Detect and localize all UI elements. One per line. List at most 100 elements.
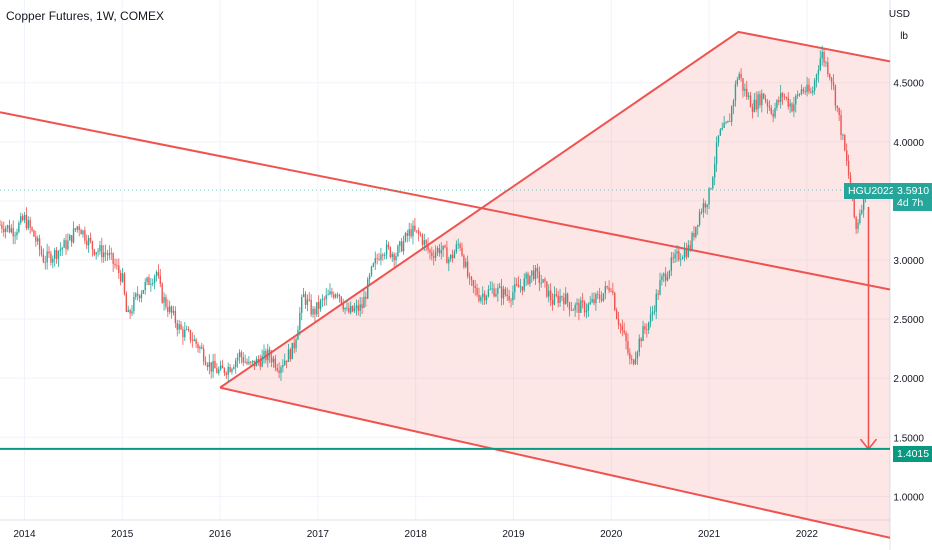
candle-body xyxy=(89,237,92,242)
candle-body xyxy=(589,302,591,305)
candle xyxy=(664,267,667,287)
candle xyxy=(617,311,620,330)
candle xyxy=(555,288,557,298)
candle-body xyxy=(597,294,599,295)
candle xyxy=(152,278,154,287)
candle-body xyxy=(615,310,618,320)
candle-body xyxy=(119,272,122,282)
candle-body xyxy=(482,293,484,297)
candle xyxy=(350,301,352,315)
candle xyxy=(242,352,244,366)
candle xyxy=(250,360,252,367)
candle-body xyxy=(544,279,546,282)
candle-body xyxy=(727,121,729,123)
candle xyxy=(89,232,92,244)
candle xyxy=(774,102,776,119)
candle-body xyxy=(570,309,573,311)
candle xyxy=(521,286,524,296)
candle xyxy=(433,249,435,266)
candle-body xyxy=(721,127,723,130)
candle xyxy=(676,245,678,262)
candle xyxy=(185,325,188,331)
candle-body xyxy=(202,348,205,362)
candle xyxy=(476,283,478,297)
candle xyxy=(276,363,278,373)
candle xyxy=(789,98,791,114)
candle xyxy=(267,343,269,368)
candle xyxy=(644,323,646,335)
candle-body xyxy=(95,252,97,255)
candle-body xyxy=(559,296,561,303)
candle xyxy=(693,225,695,241)
candle-body xyxy=(742,78,744,91)
candle-body xyxy=(649,314,652,323)
candle xyxy=(342,298,344,312)
candle xyxy=(334,293,337,299)
time-tick-label: 2020 xyxy=(600,529,623,540)
candle-body xyxy=(698,211,701,225)
candle-body xyxy=(287,349,290,363)
candle-body xyxy=(536,268,539,272)
candle xyxy=(591,292,593,304)
candle-body xyxy=(42,254,45,263)
candle xyxy=(316,302,318,317)
candle xyxy=(838,107,840,121)
candle xyxy=(212,354,214,378)
candle xyxy=(404,231,407,243)
candle xyxy=(806,77,808,97)
candle xyxy=(559,288,561,307)
candle xyxy=(346,299,348,312)
candle xyxy=(678,245,680,262)
candle-body xyxy=(129,309,131,314)
candle xyxy=(333,291,335,300)
candle-body xyxy=(399,241,401,246)
candle-body xyxy=(499,286,501,288)
candle-body xyxy=(636,352,639,359)
candle-body xyxy=(631,358,633,360)
candle xyxy=(219,360,222,371)
candle xyxy=(787,92,789,110)
candle xyxy=(598,287,601,303)
candle-body xyxy=(380,254,382,260)
support-level-label: 1.4015 xyxy=(893,446,932,462)
candle xyxy=(251,360,254,366)
candle xyxy=(583,300,586,317)
candle-body xyxy=(572,309,574,311)
candle-body xyxy=(38,238,41,250)
candle-body xyxy=(632,359,635,364)
candle-body xyxy=(161,283,163,303)
candle xyxy=(821,45,823,66)
candle xyxy=(74,227,77,233)
candle-body xyxy=(59,249,62,252)
candle xyxy=(27,216,29,231)
candle xyxy=(101,237,103,263)
candle xyxy=(210,362,212,379)
candle xyxy=(840,109,842,141)
candle-body xyxy=(21,216,24,221)
candle xyxy=(746,80,748,100)
candle xyxy=(845,143,848,167)
candle-body xyxy=(476,288,478,295)
candle xyxy=(836,105,838,113)
candle xyxy=(766,99,769,114)
candle xyxy=(499,282,501,289)
candle-body xyxy=(361,304,363,309)
candle-body xyxy=(123,273,126,294)
candle xyxy=(638,334,640,357)
candle xyxy=(470,275,473,287)
candle xyxy=(387,241,390,250)
candle-body xyxy=(853,194,855,217)
candle-body xyxy=(734,84,737,101)
candle xyxy=(468,272,471,285)
candle xyxy=(808,78,810,95)
candle-body xyxy=(235,360,237,368)
candle-body xyxy=(563,297,565,305)
candle-body xyxy=(555,294,557,296)
candle-body xyxy=(495,293,497,297)
candle-body xyxy=(595,294,597,304)
candle-body xyxy=(140,293,143,299)
candle xyxy=(25,207,28,231)
candle xyxy=(291,342,293,360)
candle xyxy=(103,245,105,263)
